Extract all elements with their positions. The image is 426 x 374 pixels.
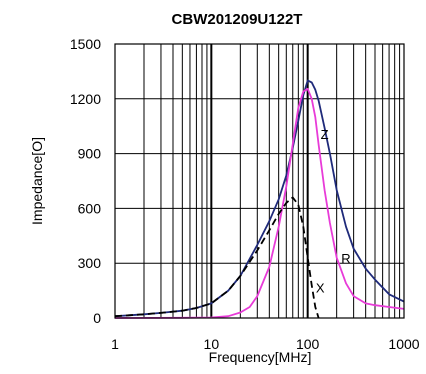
series-label-x: X	[316, 280, 325, 295]
series-label-z: Z	[321, 127, 329, 142]
series-labels: Z R X	[316, 127, 351, 295]
y-axis-label: Impedance[O]	[29, 137, 45, 225]
y-tick-label: 1200	[70, 91, 101, 107]
grid	[115, 44, 404, 318]
x-tick-label: 100	[296, 336, 320, 352]
y-tick-label: 300	[78, 255, 102, 271]
x-tick-label: 1	[111, 336, 119, 352]
series-line-r	[114, 87, 405, 319]
x-axis-label: Frequency[MHz]	[209, 349, 312, 365]
plot-frame	[114, 43, 405, 319]
series-line-x	[114, 196, 320, 319]
y-tick-label: 900	[78, 146, 102, 162]
series-line-z	[114, 79, 405, 318]
x-axis-ticks: 1 10 100 1000	[111, 336, 420, 352]
series-label-r: R	[341, 251, 350, 266]
x-tick-label: 1000	[388, 336, 419, 352]
chart-title: CBW201209U122T	[172, 11, 303, 28]
x-tick-label: 10	[204, 336, 220, 352]
y-tick-label: 0	[93, 310, 101, 326]
y-tick-label: 600	[78, 200, 102, 216]
y-axis-ticks: 0 300 600 900 1200 1500	[70, 36, 101, 326]
series-layer	[114, 79, 405, 319]
y-tick-label: 1500	[70, 36, 101, 52]
